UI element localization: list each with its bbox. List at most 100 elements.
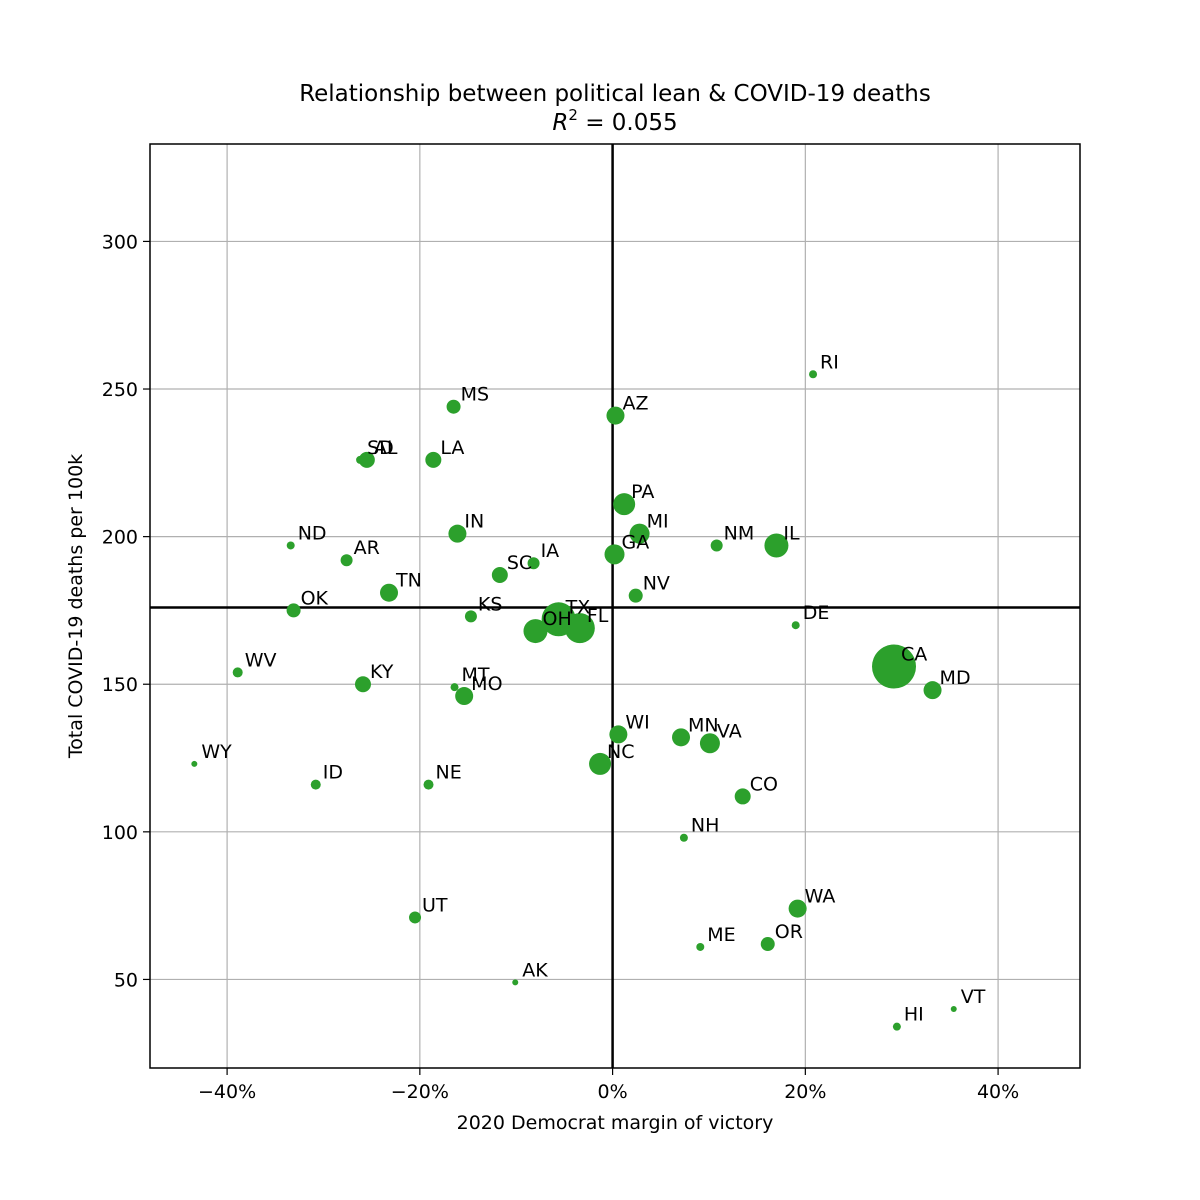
data-point-co — [734, 788, 751, 805]
point-label-tn: TN — [395, 570, 422, 592]
point-label-ne: NE — [436, 762, 462, 784]
data-point-nv — [628, 588, 643, 603]
point-label-wa: WA — [805, 886, 836, 908]
point-label-wi: WI — [625, 711, 649, 733]
data-point-mo — [455, 687, 474, 706]
point-label-sc: SC — [507, 552, 532, 574]
data-point-nm — [710, 539, 723, 552]
point-label-ky: KY — [370, 661, 394, 683]
data-point-mn — [672, 728, 691, 747]
x-tick-label: 40% — [977, 1081, 1019, 1103]
data-point-in — [448, 524, 467, 543]
point-label-ia: IA — [541, 540, 560, 562]
point-label-mi: MI — [647, 511, 669, 533]
point-label-ut: UT — [422, 894, 448, 916]
point-label-nv: NV — [643, 573, 670, 595]
point-label-ga: GA — [622, 531, 650, 553]
point-label-in: IN — [464, 511, 484, 533]
data-point-vt — [950, 1005, 957, 1012]
data-point-ak — [512, 979, 519, 986]
data-point-la — [425, 451, 442, 468]
data-point-va — [699, 733, 720, 754]
point-label-al: AL — [374, 437, 398, 459]
point-label-ri: RI — [820, 351, 839, 373]
data-point-md — [923, 681, 942, 700]
data-point-tn — [380, 583, 399, 602]
chart-subtitle: R2 = 0.055 — [552, 106, 677, 136]
point-label-pa: PA — [631, 481, 654, 503]
subtitle-value: = 0.055 — [578, 110, 678, 136]
data-point-az — [606, 406, 625, 425]
data-point-nc — [589, 752, 612, 775]
data-point-nd — [286, 541, 295, 550]
data-point-wi — [609, 725, 628, 744]
y-tick-label: 200 — [102, 527, 138, 549]
data-point-ar — [340, 554, 353, 567]
point-label-ca: CA — [901, 644, 927, 666]
point-label-nh: NH — [691, 815, 720, 837]
point-label-nm: NM — [724, 522, 755, 544]
point-label-co: CO — [750, 773, 778, 795]
data-point-ia — [527, 557, 540, 570]
subtitle-sup: 2 — [568, 106, 578, 124]
point-label-il: IL — [783, 522, 800, 544]
data-point-il — [764, 533, 789, 558]
point-label-wv: WV — [245, 649, 277, 671]
point-label-az: AZ — [622, 393, 648, 415]
point-label-mn: MN — [688, 714, 719, 736]
x-axis-label: 2020 Democrat margin of victory — [457, 1112, 774, 1134]
point-label-ok: OK — [301, 587, 329, 609]
point-label-mt: MT — [462, 664, 490, 686]
data-point-wy — [191, 760, 198, 767]
data-point-pa — [613, 493, 636, 516]
data-point-ky — [354, 676, 371, 693]
plot-frame — [149, 143, 1081, 1069]
data-point-wa — [788, 899, 807, 918]
point-label-vt: VT — [961, 986, 986, 1008]
data-point-or — [760, 937, 775, 952]
data-point-mt — [450, 683, 459, 692]
point-label-wy: WY — [201, 741, 232, 763]
point-label-ks: KS — [478, 593, 503, 615]
point-label-hi: HI — [904, 1004, 924, 1026]
data-point-ms — [446, 399, 461, 414]
point-label-oh: OH — [542, 608, 571, 630]
y-axis-label: Total COVID-19 deaths per 100k — [65, 454, 87, 759]
x-tick-label: 0% — [598, 1081, 628, 1103]
point-label-ak: AK — [522, 959, 548, 981]
point-label-ms: MS — [461, 384, 489, 406]
data-points — [191, 370, 957, 1031]
y-tick-label: 50 — [114, 969, 138, 991]
point-label-nd: ND — [298, 522, 327, 544]
data-point-oh — [523, 619, 548, 644]
point-label-id: ID — [323, 762, 343, 784]
y-tick-label: 250 — [102, 379, 138, 401]
x-tick-label: −20% — [391, 1081, 449, 1103]
data-point-ga — [604, 544, 625, 565]
point-label-tx: TX — [565, 596, 591, 618]
data-point-nh — [679, 833, 688, 842]
data-point-mi — [629, 523, 650, 544]
y-tick-label: 300 — [102, 231, 138, 253]
data-point-id — [310, 779, 321, 790]
y-tick-label: 100 — [102, 822, 138, 844]
subtitle-r: R — [552, 110, 568, 136]
point-label-mo: MO — [471, 673, 502, 695]
data-point-ok — [286, 603, 301, 618]
data-point-de — [791, 621, 800, 630]
data-point-fl — [564, 613, 595, 644]
point-label-or: OR — [775, 921, 803, 943]
x-tick-label: 20% — [784, 1081, 826, 1103]
data-point-ca — [872, 644, 916, 689]
data-point-sc — [491, 567, 508, 584]
point-label-fl: FL — [587, 605, 609, 627]
data-point-me — [696, 942, 705, 951]
point-label-nc: NC — [607, 741, 634, 763]
data-point-ks — [464, 610, 477, 623]
data-point-ne — [423, 779, 434, 790]
point-label-la: LA — [440, 437, 464, 459]
point-label-ar: AR — [354, 537, 380, 559]
data-point-hi — [892, 1022, 901, 1031]
